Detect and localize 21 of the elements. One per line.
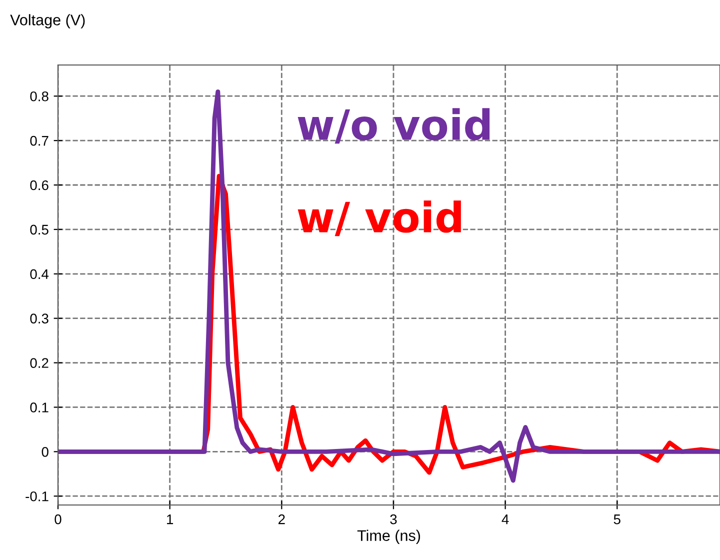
y-tick-label: 0.2 [30, 358, 48, 368]
series-label: w/ void [298, 200, 461, 236]
x-tick-label: 5 [614, 514, 620, 524]
x-tick-label: 0 [54, 514, 62, 524]
line-series [58, 89, 720, 483]
x-tick-label: 4 [502, 514, 509, 524]
y-tick-label: 0.1 [30, 402, 48, 412]
series-label: w/o void [298, 108, 490, 144]
y-tick-label: 0.7 [30, 136, 48, 146]
x-axis-title: Time (ns) [357, 530, 420, 544]
y-tick-label: 0.6 [30, 180, 48, 190]
y-tick-label: -0.1 [26, 491, 48, 502]
y-axis-title: Voltage (V) [10, 14, 85, 28]
x-tick-label: 1 [167, 514, 174, 524]
x-tick-label: 2 [278, 514, 285, 524]
y-tick-label: 0 [42, 447, 48, 457]
x-tick-label: 3 [390, 514, 397, 524]
y-tick-label: 0.5 [30, 224, 48, 235]
y-tick-label: 0.8 [30, 91, 48, 102]
y-tick-label: 0.3 [30, 314, 48, 324]
y-tick-label: 0.4 [30, 269, 49, 280]
